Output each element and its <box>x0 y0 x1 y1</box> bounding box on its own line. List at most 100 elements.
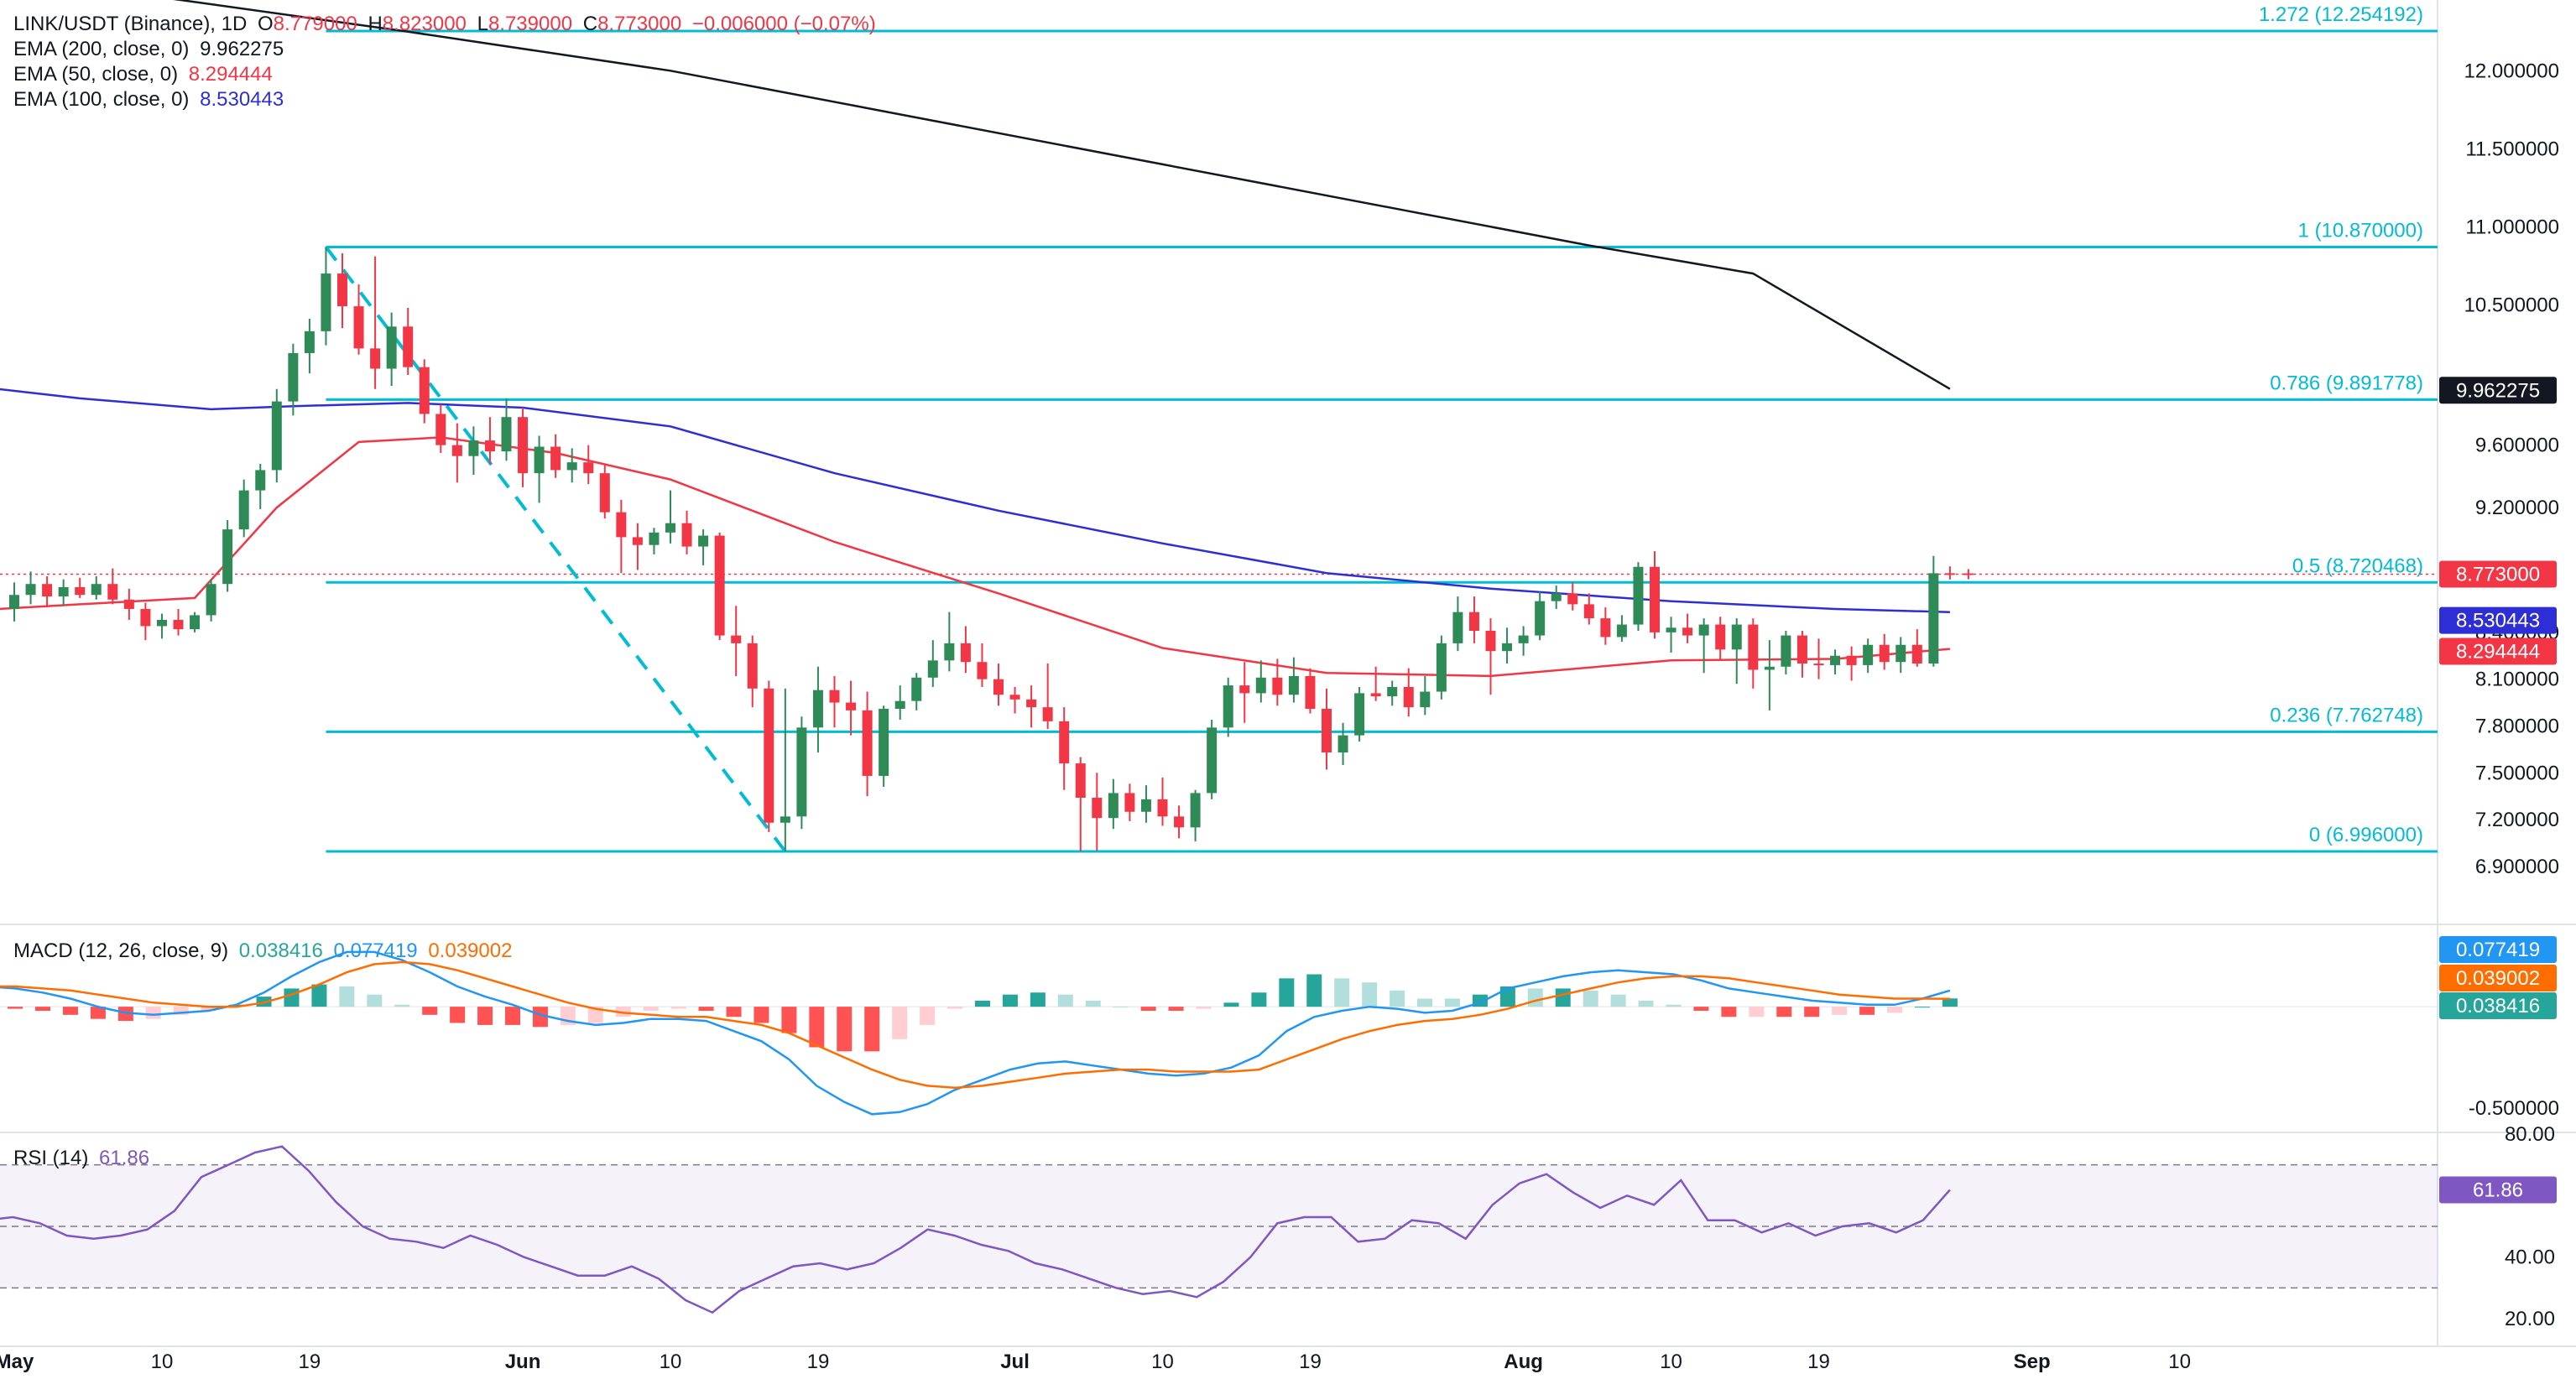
candle <box>1157 777 1168 826</box>
candle <box>321 247 331 346</box>
rsi-band-fill <box>0 1164 2438 1288</box>
fib-level-label: 0.786 (9.891778) <box>2270 372 2423 394</box>
ema200-price-label: 9.962275 <box>2439 377 2557 404</box>
ema50-price-label: 8.294444 <box>2439 638 2557 665</box>
macd-histogram-bar <box>1859 1007 1875 1015</box>
macd-histogram-bar <box>90 1007 106 1019</box>
candle <box>1108 778 1119 830</box>
candle <box>599 463 610 519</box>
candle <box>1666 617 1676 653</box>
macd-legend[interactable]: MACD (12, 26, close, 9) 0.038416 0.07741… <box>13 939 513 962</box>
candle <box>1698 618 1709 674</box>
candle-body <box>714 535 725 636</box>
candle-body <box>1682 627 1693 636</box>
candle-body <box>1567 593 1578 605</box>
candle <box>1650 551 1660 639</box>
candle <box>1863 638 1874 674</box>
candle <box>1207 720 1218 799</box>
candle <box>518 408 529 487</box>
candle-body <box>1911 644 1922 664</box>
macd-histogram-bar <box>1666 1004 1682 1007</box>
candle-body <box>1042 707 1053 721</box>
macd-histogram-bar <box>698 1007 714 1011</box>
change-label: −0.006000 (−0.07%) <box>691 13 876 35</box>
candle-body <box>1666 627 1676 632</box>
candle <box>1830 649 1841 675</box>
macd-histogram-bar <box>1749 1007 1765 1017</box>
candle <box>91 575 102 600</box>
macd-price-label-text: 0.077419 <box>2456 939 2540 961</box>
macd-pane[interactable] <box>0 950 2438 1116</box>
signal-line <box>0 960 1950 1090</box>
candle <box>1092 773 1103 851</box>
candle-body <box>1731 624 1742 650</box>
candle-body <box>583 462 594 474</box>
candle-body <box>632 537 643 545</box>
macd-histogram-bar <box>1390 990 1405 1007</box>
candle <box>1322 688 1332 770</box>
macd-histogram-bar <box>1417 998 1433 1007</box>
candle-body <box>993 679 1004 695</box>
candle <box>107 568 118 605</box>
candle-body <box>419 367 430 414</box>
candle <box>1140 785 1151 823</box>
candle <box>1781 631 1791 675</box>
symbol-label[interactable]: LINK/USDT (Binance), 1D <box>13 13 248 35</box>
ema100-legend[interactable]: EMA (100, close, 0) 8.530443 <box>13 88 284 111</box>
candle <box>1748 618 1759 689</box>
high-label: H8.823000 <box>368 13 467 35</box>
price-tick-label: 10.500000 <box>2464 294 2559 316</box>
candle <box>403 307 414 375</box>
macd-tick-label: -0.500000 <box>2469 1097 2559 1120</box>
rsi-legend[interactable]: RSI (14) 61.86 <box>13 1147 150 1169</box>
candle <box>1583 593 1594 625</box>
candle <box>698 529 709 565</box>
price-axis[interactable]: 12.500000 12.000000 11.500000 11.000000 10.5… <box>2464 0 2559 1330</box>
macd-histogram-bar <box>532 1007 548 1028</box>
candle-body <box>75 586 86 596</box>
time-tick-label: 10 <box>1151 1351 1174 1373</box>
candle <box>927 640 938 687</box>
macd-histogram-bar <box>201 1007 216 1011</box>
ema200-legend[interactable]: EMA (200, close, 0) 9.962275 <box>13 38 284 60</box>
ema50-legend[interactable]: EMA (50, close, 0) 8.294444 <box>13 63 273 86</box>
trend-line[interactable] <box>324 246 787 853</box>
candles[interactable] <box>9 247 1974 851</box>
macd-histogram-bar <box>1638 1000 1654 1007</box>
ema100-price-label: 8.530443 <box>2439 606 2557 634</box>
signal-price-label-bg <box>2439 965 2557 991</box>
candle <box>944 612 955 672</box>
time-tick-label: 10 <box>2168 1351 2191 1373</box>
candle-body <box>1485 631 1496 652</box>
macd-histogram-bar <box>809 1007 825 1048</box>
signal-price-label-text: 0.039002 <box>2456 967 2540 990</box>
candle-body <box>173 619 184 630</box>
macd-histogram-bar <box>145 1007 161 1019</box>
price-tick-label: 12.500000 <box>2464 0 2559 4</box>
candle-body <box>796 727 807 817</box>
ohlc-row: LINK/USDT (Binance), 1D O8.779000 H8.823… <box>13 12 881 37</box>
candle-body <box>1781 635 1791 667</box>
macd-histogram-bar <box>1140 1007 1156 1011</box>
trend-line-dashed <box>324 246 787 853</box>
time-axis[interactable]: May 10 19 Jun 10 19 Jul 10 19 Aug 10 19 Sep 10 <box>0 1351 2191 1373</box>
candle-body <box>468 440 479 456</box>
candle <box>1715 617 1726 661</box>
candle <box>1042 664 1053 730</box>
macd-histogram-bar <box>587 1007 603 1023</box>
fibonacci-retracement[interactable]: 1.272 (12.254192) 1 (10.870000) 0.786 (9.8… <box>0 3 2438 853</box>
candle-body <box>1305 675 1316 710</box>
macd-histogram-bar <box>1721 1007 1737 1017</box>
rsi-price-label-bg <box>2439 1176 2557 1204</box>
candle <box>1305 668 1316 714</box>
candle-body <box>665 523 675 533</box>
candle <box>829 675 840 728</box>
rsi-pane[interactable] <box>0 1145 2438 1314</box>
macd-histogram-bar <box>1279 978 1295 1007</box>
candle-body <box>1715 624 1726 650</box>
price-tick-label: 9.600000 <box>2475 435 2559 457</box>
candle-body <box>1157 799 1168 817</box>
macd-histogram-bar <box>754 1007 769 1023</box>
candle-body <box>1764 666 1775 670</box>
